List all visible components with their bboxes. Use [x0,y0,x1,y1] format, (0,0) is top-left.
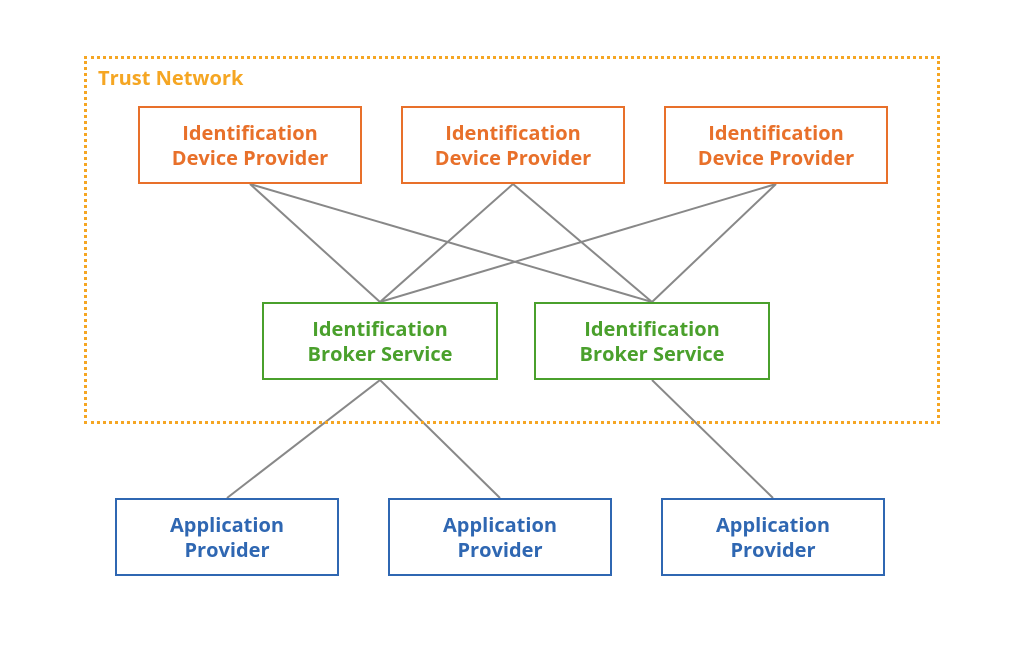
node-label-line2: Device Provider [698,144,854,171]
node-label-line2: Provider [184,536,269,563]
node-label-line2: Broker Service [308,340,453,367]
node-label-line2: Provider [457,536,542,563]
node-label-line2: Provider [730,536,815,563]
node-label-line2: Device Provider [172,144,328,171]
node-label-line1: Identification [584,315,720,342]
identification-device-provider-3: Identification Device Provider [664,106,888,184]
node-label-line1: Identification [182,119,318,146]
node-label-line1: Identification [445,119,581,146]
identification-device-provider-2: Identification Device Provider [401,106,625,184]
identification-device-provider-1: Identification Device Provider [138,106,362,184]
identification-broker-service-1: Identification Broker Service [262,302,498,380]
identification-broker-service-2: Identification Broker Service [534,302,770,380]
node-label-line1: Identification [312,315,448,342]
node-label-line2: Broker Service [580,340,725,367]
application-provider-1: Application Provider [115,498,339,576]
node-label-line2: Device Provider [435,144,591,171]
application-provider-3: Application Provider [661,498,885,576]
trust-network-label: Trust Network [98,64,243,91]
node-label-line1: Application [716,511,830,538]
application-provider-2: Application Provider [388,498,612,576]
node-label-line1: Application [443,511,557,538]
node-label-line1: Identification [708,119,844,146]
diagram-stage: Trust Network Identification Device Prov… [0,0,1024,652]
node-label-line1: Application [170,511,284,538]
